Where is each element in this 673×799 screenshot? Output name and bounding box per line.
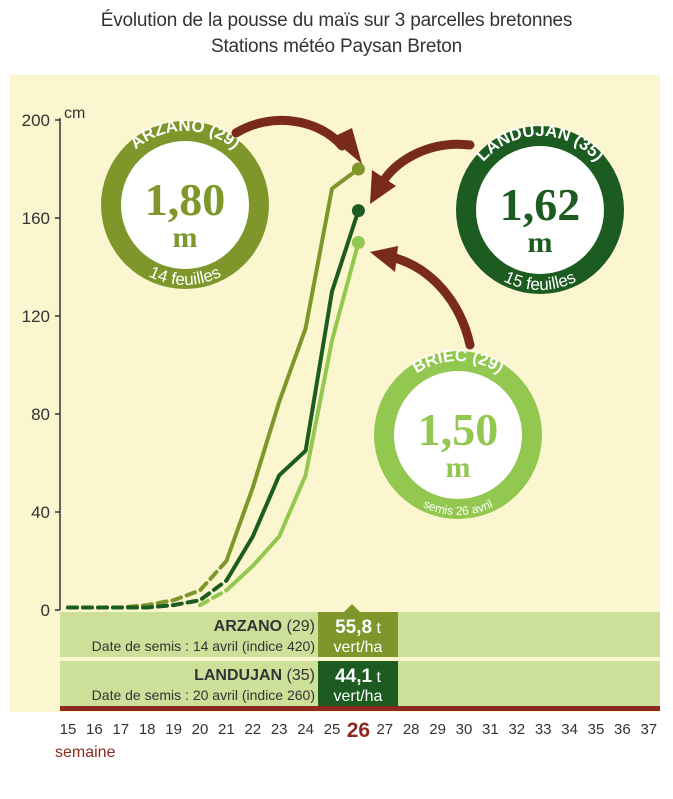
- series-line: [225, 241, 361, 592]
- chart-subtitle: Stations météo Paysan Breton: [210, 36, 463, 57]
- series-line-dashed: [198, 588, 229, 608]
- series-line: [224, 167, 360, 562]
- arrow-briec-head: [370, 246, 398, 272]
- yield-value: 55,8 t: [335, 617, 381, 638]
- series-line-dashed: [66, 559, 229, 610]
- x-axis-line: [60, 706, 660, 711]
- series-line: [224, 209, 361, 582]
- badge-center: [394, 371, 522, 499]
- x-tick-label: 30: [456, 721, 473, 738]
- badge-value: 1,80: [145, 174, 226, 225]
- x-tick-label: 36: [614, 721, 631, 738]
- x-tick-label: 17: [112, 721, 129, 738]
- arrow-landujan-head: [370, 170, 396, 204]
- y-axis-unit: cm: [64, 105, 85, 122]
- badge-value: 1,50: [418, 404, 499, 455]
- badge-unit: m: [173, 221, 198, 254]
- x-tick-label: 31: [482, 721, 499, 738]
- x-tick-label: 35: [588, 721, 605, 738]
- chart-title: Évolution de la pousse du maïs sur 3 par…: [100, 10, 573, 31]
- x-tick-label: 20: [192, 721, 209, 738]
- x-tick-label: 23: [271, 721, 288, 738]
- series-end-point: [351, 162, 365, 176]
- y-tick-label: 200: [22, 111, 50, 130]
- x-tick-label: 24: [297, 721, 314, 738]
- y-tick-label: 0: [41, 601, 50, 620]
- x-tick-label: 22: [244, 721, 261, 738]
- x-tick-label: 25: [324, 721, 341, 738]
- y-tick-label: 160: [22, 209, 50, 228]
- arrow-arzano-head: [331, 128, 362, 164]
- yield-label: vert/ha: [334, 688, 383, 705]
- badge-value: 1,62: [500, 179, 581, 230]
- series-end-point: [351, 204, 365, 218]
- x-tick-label: 34: [561, 721, 578, 738]
- yield-box: [318, 612, 398, 657]
- series-line-dashed: [66, 578, 229, 610]
- badge-unit: m: [446, 451, 471, 484]
- yield-row-name: LANDUJAN (35): [194, 667, 315, 684]
- yield-value: 44,1 t: [335, 666, 381, 687]
- y-tick-label: 80: [31, 405, 50, 424]
- badge-unit: m: [528, 226, 553, 259]
- yield-row-sowing: Date de semis : 20 avril (indice 260): [92, 687, 315, 703]
- y-tick-label: 40: [31, 503, 50, 522]
- x-tick-label: 27: [376, 721, 393, 738]
- badge-center: [121, 141, 249, 269]
- x-tick-label: 18: [139, 721, 156, 738]
- yield-row: LANDUJAN (35) Date de semis : 20 avril (i…: [60, 661, 660, 706]
- x-tick-label: 15: [60, 721, 77, 738]
- x-tick-label: 37: [640, 721, 657, 738]
- x-tick-label: 29: [429, 721, 446, 738]
- x-axis-title: semaine: [55, 744, 116, 761]
- x-tick-label: 28: [403, 721, 420, 738]
- yield-box: [318, 661, 398, 706]
- badge-center: [476, 146, 604, 274]
- yield-row: ARZANO (29) Date de semis : 14 avril (ind…: [60, 612, 660, 657]
- y-tick-label: 120: [22, 307, 50, 326]
- yield-pointer: [344, 604, 360, 612]
- x-tick-label: 26: [347, 719, 370, 742]
- series-end-point: [351, 236, 365, 249]
- x-tick-label: 21: [218, 721, 235, 738]
- yield-label: vert/ha: [334, 639, 383, 656]
- yield-row-sowing: Date de semis : 14 avril (indice 420): [92, 638, 315, 654]
- yield-row-name: ARZANO (29): [214, 618, 315, 635]
- x-tick-label: 16: [86, 721, 103, 738]
- arrow-landujan: [379, 139, 475, 185]
- arrow-briec: [390, 253, 475, 350]
- x-tick-label: 19: [165, 721, 182, 738]
- x-tick-label: 33: [535, 721, 552, 738]
- x-tick-label: 32: [508, 721, 525, 738]
- badge-note: semis 26 avril: [421, 497, 494, 518]
